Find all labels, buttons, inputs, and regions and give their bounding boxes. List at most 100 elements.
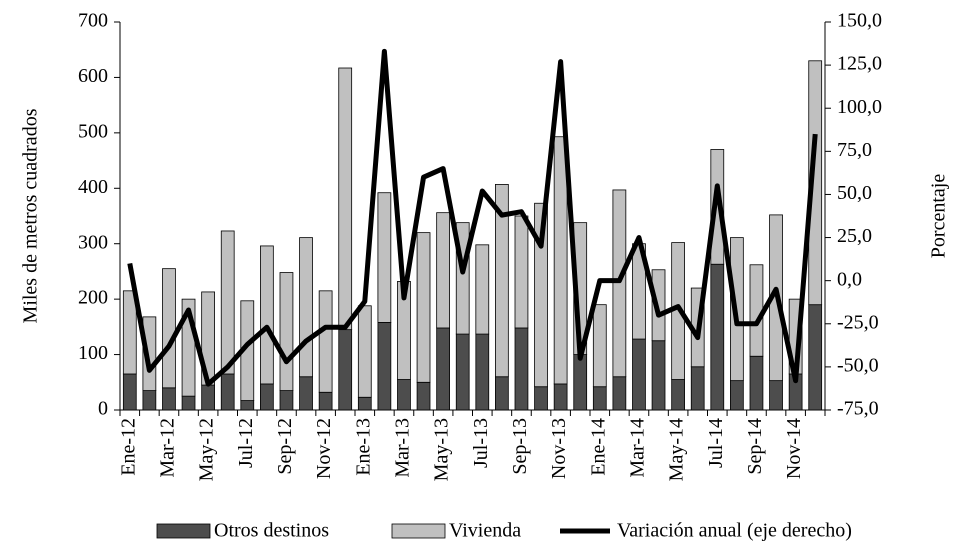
bar	[769, 380, 783, 411]
bar	[514, 327, 529, 411]
y-tick-label: 700	[78, 10, 108, 32]
bar	[690, 366, 705, 411]
y-tick-label: 100	[78, 342, 108, 364]
x-tick-label: Ene-13	[352, 418, 374, 476]
y-axis-title: Miles de metros cuadrados	[20, 108, 42, 323]
bar	[299, 376, 313, 411]
bar	[299, 237, 313, 378]
bar	[122, 373, 137, 411]
bar	[397, 379, 411, 411]
x-tick-label: Nov-13	[548, 418, 570, 479]
bar	[279, 272, 294, 391]
bar	[122, 290, 137, 375]
y2-tick-label: -75,0	[837, 398, 879, 420]
legend-swatch	[156, 523, 211, 539]
bar	[220, 373, 235, 411]
bar	[612, 376, 627, 411]
x-tick-label: Sep-14	[744, 418, 766, 475]
bar	[220, 230, 235, 375]
bar	[416, 232, 431, 383]
bar	[455, 333, 470, 411]
x-tick-label: Mar-12	[157, 418, 179, 478]
bar	[279, 390, 294, 411]
bar	[475, 244, 490, 335]
x-tick-label: Nov-12	[313, 418, 335, 479]
bar	[592, 304, 607, 388]
bar	[318, 290, 333, 393]
bar	[260, 383, 274, 411]
bar	[534, 386, 548, 411]
bar	[534, 202, 548, 388]
bar	[318, 391, 333, 411]
bar	[416, 381, 431, 411]
x-tick-label: May-13	[431, 418, 453, 481]
y2-tick-label: 25,0	[837, 225, 872, 247]
y2-tick-label: 50,0	[837, 182, 872, 204]
y-tick-label: 500	[78, 120, 108, 142]
y2-tick-label: 100,0	[837, 96, 882, 118]
legend-label: Variación anual (eje derecho)	[617, 520, 852, 542]
bar	[436, 212, 450, 329]
x-tick-label: Mar-13	[392, 418, 414, 478]
bar	[338, 67, 353, 331]
bar	[357, 305, 372, 398]
x-tick-label: Nov-14	[783, 418, 805, 479]
bar	[749, 264, 764, 357]
x-tick-label: Jul-12	[235, 418, 257, 468]
bar	[749, 355, 764, 411]
bar	[730, 380, 744, 411]
y2-tick-label: 125,0	[837, 53, 882, 75]
y2-axis-title: Porcentaje	[928, 174, 950, 259]
bar	[710, 149, 725, 265]
bar	[201, 384, 215, 411]
bar	[808, 60, 823, 306]
bar	[553, 383, 568, 411]
bar	[338, 329, 353, 411]
bar	[671, 379, 685, 411]
bar	[573, 354, 588, 411]
bar	[612, 189, 627, 378]
bar	[377, 322, 392, 411]
bar	[142, 316, 157, 392]
bar	[632, 338, 646, 411]
y2-tick-label: -50,0	[837, 354, 879, 376]
line	[127, 48, 818, 387]
bar	[495, 184, 509, 378]
bar	[162, 268, 176, 389]
bar	[475, 333, 490, 411]
y-tick-label: 0	[98, 398, 108, 420]
y2-tick-label: -25,0	[837, 311, 879, 333]
bar	[514, 215, 529, 329]
bar	[436, 327, 450, 411]
bar	[710, 263, 725, 411]
bar	[553, 136, 568, 385]
x-tick-label: Jul-13	[470, 418, 492, 468]
legend-label: Otros destinos	[214, 520, 329, 542]
x-tick-label: Sep-13	[509, 418, 531, 475]
x-tick-label: May-14	[666, 418, 688, 481]
bar	[260, 245, 274, 385]
x-tick-label: Jul-14	[705, 418, 727, 468]
x-tick-label: May-12	[196, 418, 218, 481]
x-tick-label: Sep-12	[274, 418, 296, 475]
legend-label: Vivienda	[449, 520, 521, 542]
bar	[592, 386, 607, 411]
x-tick-label: Ene-14	[587, 418, 609, 476]
y2-tick-label: 75,0	[837, 139, 872, 161]
bar	[651, 340, 666, 411]
y-tick-label: 300	[78, 231, 108, 253]
y-tick-label: 200	[78, 287, 108, 309]
bar	[495, 376, 509, 411]
y2-tick-label: 0,0	[837, 268, 862, 290]
x-tick-label: Mar-14	[627, 418, 649, 478]
bar	[142, 390, 157, 411]
bar	[377, 192, 392, 323]
y2-tick-label: 150,0	[837, 10, 882, 32]
y-tick-label: 600	[78, 65, 108, 87]
y-tick-label: 400	[78, 176, 108, 198]
bar	[240, 400, 255, 411]
bar	[808, 304, 823, 411]
bar	[162, 387, 176, 411]
legend-swatch	[391, 523, 446, 539]
